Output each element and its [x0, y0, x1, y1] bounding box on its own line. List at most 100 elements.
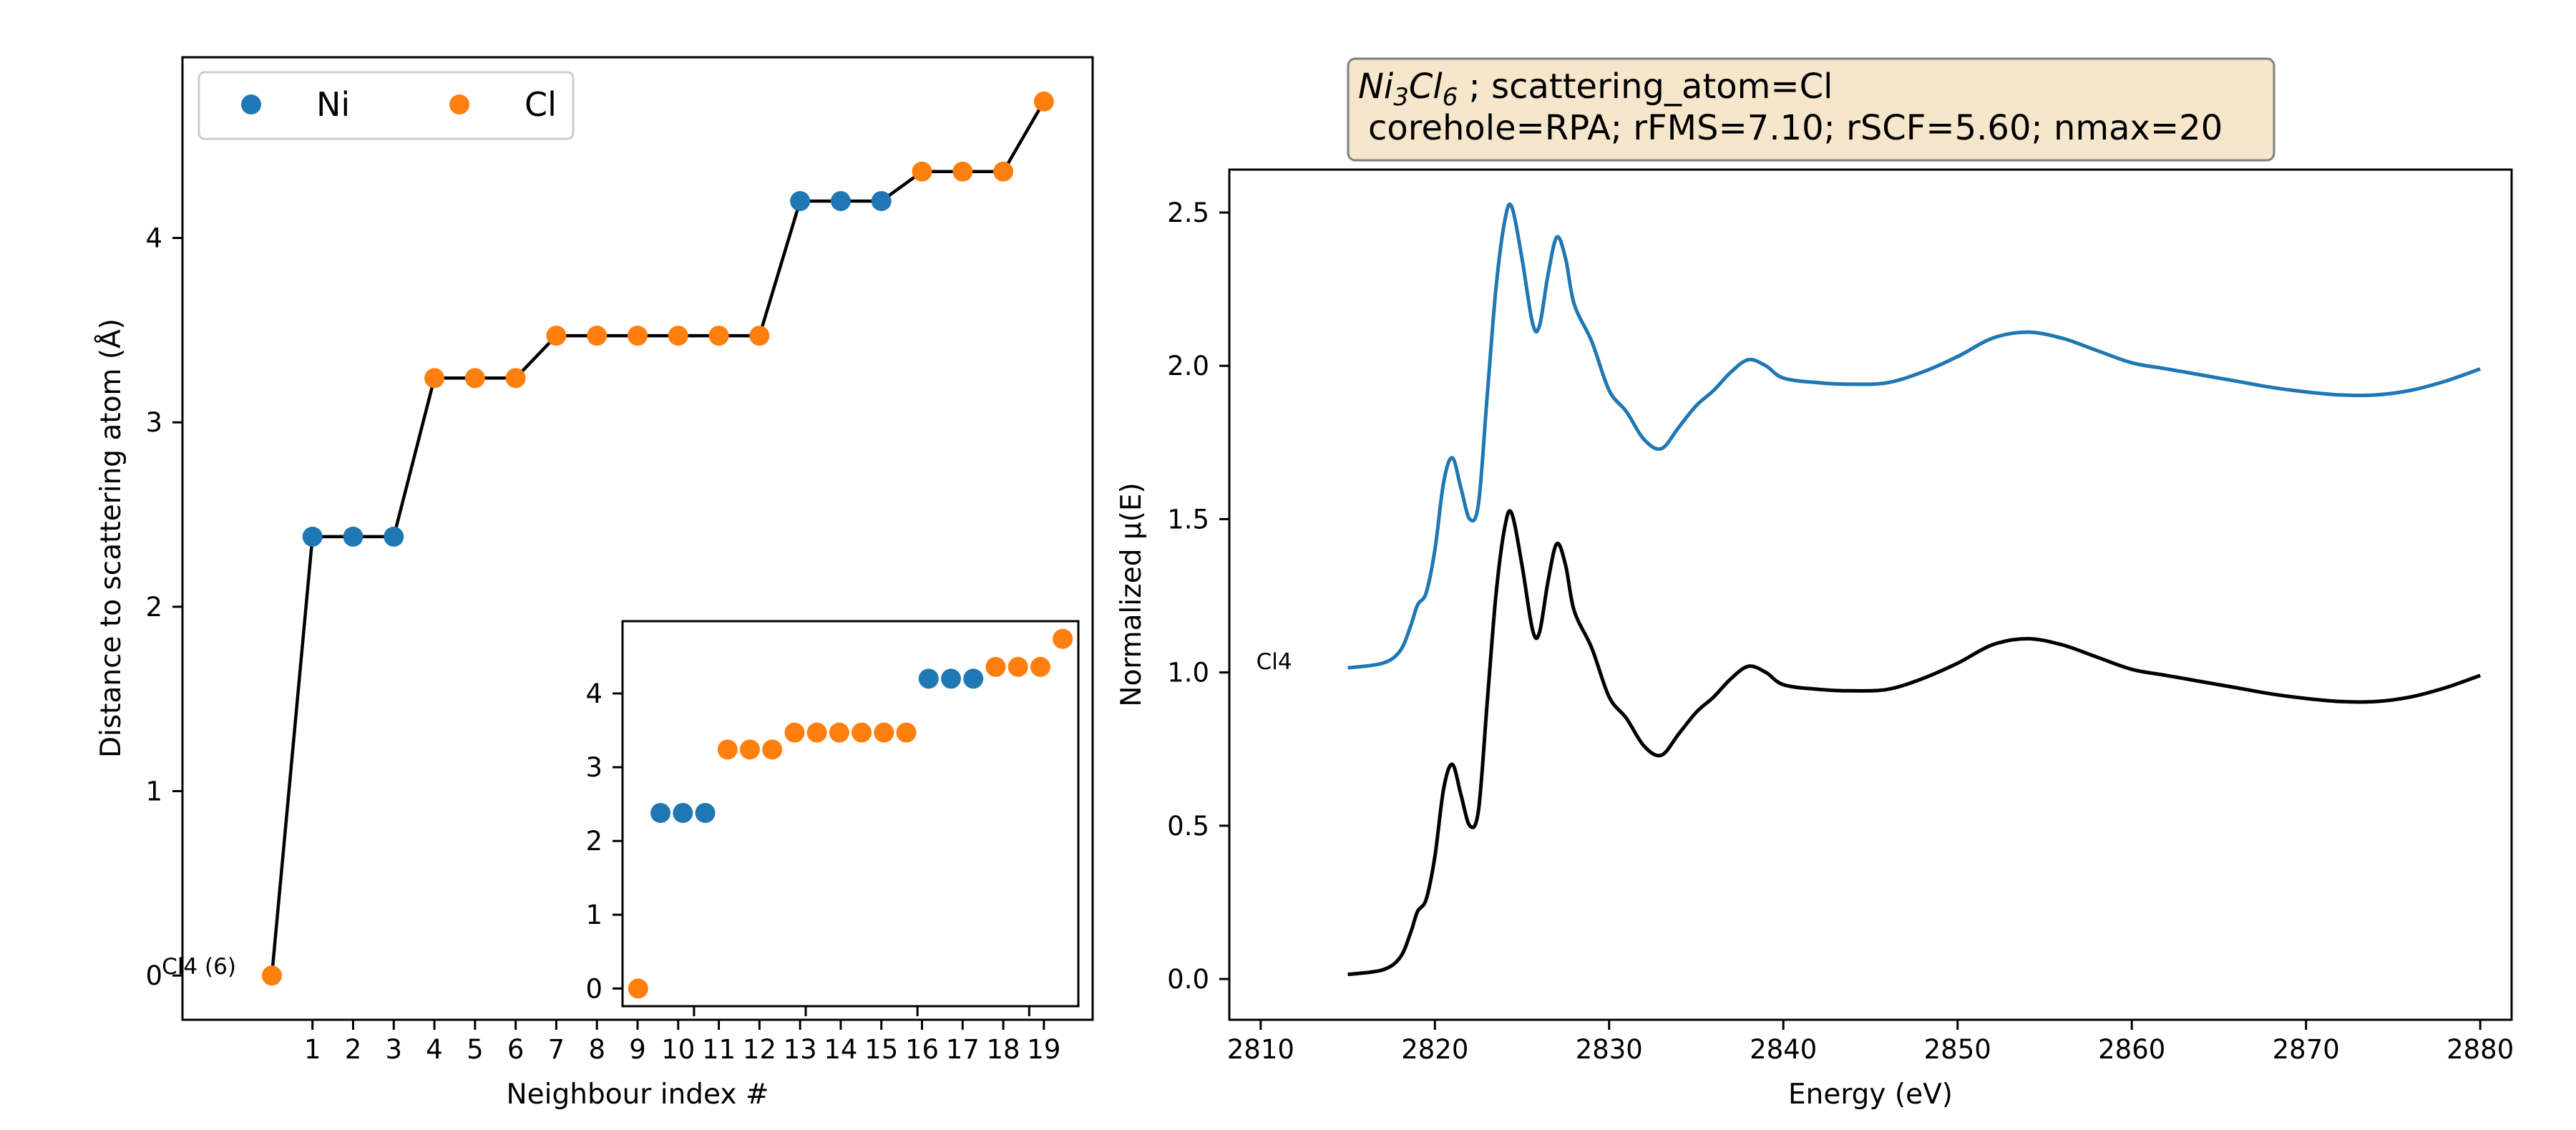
neighbour-point-9: [628, 326, 648, 346]
legend-marker-ni: [241, 94, 261, 115]
spectrum-y-tick-label: 0.0: [1167, 964, 1209, 995]
neighbour-point-15: [871, 190, 892, 211]
inset-point-13: [918, 668, 939, 689]
title-line1-rest: ; scattering_atom=Cl: [1458, 67, 1833, 107]
inset-y-tick-label: 4: [585, 678, 602, 709]
spectrum-y-tick-label: 1.0: [1167, 658, 1209, 688]
inset-point-10: [852, 722, 872, 743]
inset-point-4: [717, 739, 738, 760]
neighbour-legend: Ni Cl: [197, 71, 575, 140]
neighbour-x-tick-label: 5: [467, 1034, 484, 1065]
inset-y-tick-label: 2: [585, 826, 602, 857]
neighbour-x-tick-label: 1: [304, 1034, 321, 1065]
neighbour-x-tick-label: 19: [1027, 1034, 1060, 1065]
neighbour-x-tick-label: 18: [987, 1034, 1020, 1065]
neighbour-point-5: [464, 368, 485, 389]
neighbour-x-tick-label: 11: [702, 1034, 736, 1065]
spectrum-series-line-1: [1347, 509, 2482, 977]
neighbour-y-tick-label: 1: [145, 776, 162, 807]
neighbour-point-14: [830, 190, 851, 211]
spectrum-lines: [1347, 202, 2482, 977]
spectrum-plot-frame: [1228, 168, 2513, 1021]
neighbour-point-13: [790, 190, 811, 211]
neighbour-plot-marks: [261, 91, 1054, 986]
inset-point-0: [628, 978, 648, 999]
neighbour-x-tick-label: 7: [548, 1034, 565, 1065]
legend-label-cl: Cl: [525, 85, 557, 124]
inset-point-8: [806, 722, 827, 743]
inset-plot-marks: [628, 628, 1073, 999]
inset-point-11: [874, 722, 894, 743]
spectrum-series-label: Cl4: [1257, 649, 1292, 675]
spectrum-title-line2: corehole=RPA; rFMS=7.10; rSCF=5.60; nmax…: [1368, 108, 2223, 148]
inset-point-17: [1008, 656, 1028, 677]
inset-point-14: [941, 668, 962, 689]
spectrum-y-tick-label: 2.0: [1167, 351, 1209, 381]
spectrum-x-label: Energy (eV): [1788, 1078, 1953, 1111]
neighbour-point-11: [708, 326, 729, 346]
neighbour-x-tick-label: 9: [629, 1034, 646, 1065]
inset-point-15: [963, 668, 984, 689]
neighbour-point-7: [546, 326, 567, 346]
formula-ni: Ni: [1358, 67, 1394, 107]
neighbour-y-tick-label: 2: [145, 592, 162, 623]
spectrum-x-tick-label: 2870: [2273, 1034, 2340, 1065]
neighbour-point-18: [993, 161, 1014, 182]
inset-point-5: [739, 739, 760, 760]
neighbour-y-label: Distance to scattering atom (Å): [94, 318, 127, 758]
spectrum-y-tick-label: 0.5: [1167, 811, 1209, 842]
neighbour-x-tick-label: 15: [864, 1034, 898, 1065]
inset-x-ticks: [693, 1006, 1030, 1016]
neighbour-point-4: [424, 368, 445, 389]
spectrum-title-line1: Ni3Cl6 ; scattering_atom=Cl: [1358, 67, 1833, 112]
neighbour-point-19: [1033, 91, 1054, 112]
spectrum-x-tick-label: 2840: [1750, 1034, 1817, 1065]
neighbour-y-tick-label: 4: [145, 223, 162, 254]
inset-frame: [621, 620, 1080, 1008]
spectrum-title-box: Ni3Cl6 ; scattering_atom=Cl corehole=RPA…: [1347, 57, 2275, 162]
inset-point-18: [1030, 656, 1050, 677]
inset-point-12: [896, 722, 917, 743]
neighbour-x-ticks: 1 2 3 4 5 6 7 8 9 10 11 12 13 14 15 16 17 18 19: [304, 1020, 1060, 1065]
neighbour-x-tick-label: 4: [426, 1034, 443, 1065]
neighbour-x-tick-label: 17: [946, 1034, 980, 1065]
inset-point-7: [784, 722, 805, 743]
spectrum-x-ticks: 2810 2820 2830 2840 2850 2860 2870 2880: [1227, 1020, 2514, 1065]
inset-point-19: [1053, 628, 1073, 649]
inset-plot: 0 1 2 3 4: [585, 620, 1080, 1016]
neighbour-x-tick-label: 8: [588, 1034, 605, 1065]
neighbour-point-2: [343, 526, 364, 547]
spectrum-y-tick-label: 1.5: [1167, 504, 1209, 535]
spectrum-x-tick-label: 2850: [1924, 1034, 1991, 1065]
neighbour-x-tick-label: 3: [386, 1034, 403, 1065]
xanes-spectrum-plot: 2810 2820 2830 2840 2850 2860 2870 2880 0.0 0.5 1…: [1116, 57, 2514, 1111]
inset-y-ticks: 0 1 2 3 4: [585, 678, 623, 1004]
spectrum-x-tick-label: 2830: [1576, 1034, 1643, 1065]
spectrum-x-tick-label: 2860: [2098, 1034, 2165, 1065]
legend-marker-cl: [449, 94, 469, 115]
spectrum-y-tick-label: 2.5: [1167, 198, 1209, 228]
scattering-atom-annotation: Cl4 (6): [162, 954, 236, 980]
neighbour-x-tick-label: 2: [345, 1034, 362, 1065]
spectrum-y-label: Normalized μ(E): [1116, 482, 1148, 706]
neighbour-x-tick-label: 12: [743, 1034, 776, 1065]
spectrum-x-tick-label: 2810: [1227, 1034, 1294, 1065]
neighbour-point-0: [261, 965, 282, 986]
spectrum-x-tick-label: 2880: [2446, 1034, 2514, 1065]
neighbour-x-tick-label: 6: [507, 1034, 525, 1065]
formula-cl: Cl: [1409, 67, 1443, 107]
neighbour-point-10: [668, 326, 688, 346]
inset-point-6: [762, 739, 783, 760]
inset-point-16: [985, 656, 1006, 677]
neighbour-x-tick-label: 13: [784, 1034, 817, 1065]
formula-ni-subscript: 3: [1393, 83, 1409, 112]
legend-label-ni: Ni: [316, 85, 350, 124]
inset-y-tick-label: 1: [585, 900, 602, 930]
neighbour-point-8: [587, 326, 608, 346]
neighbour-point-17: [952, 161, 973, 182]
neighbour-point-3: [384, 526, 404, 547]
neighbour-x-tick-label: 10: [661, 1034, 695, 1065]
legend-frame: [197, 71, 575, 140]
inset-y-tick-label: 3: [585, 752, 602, 783]
